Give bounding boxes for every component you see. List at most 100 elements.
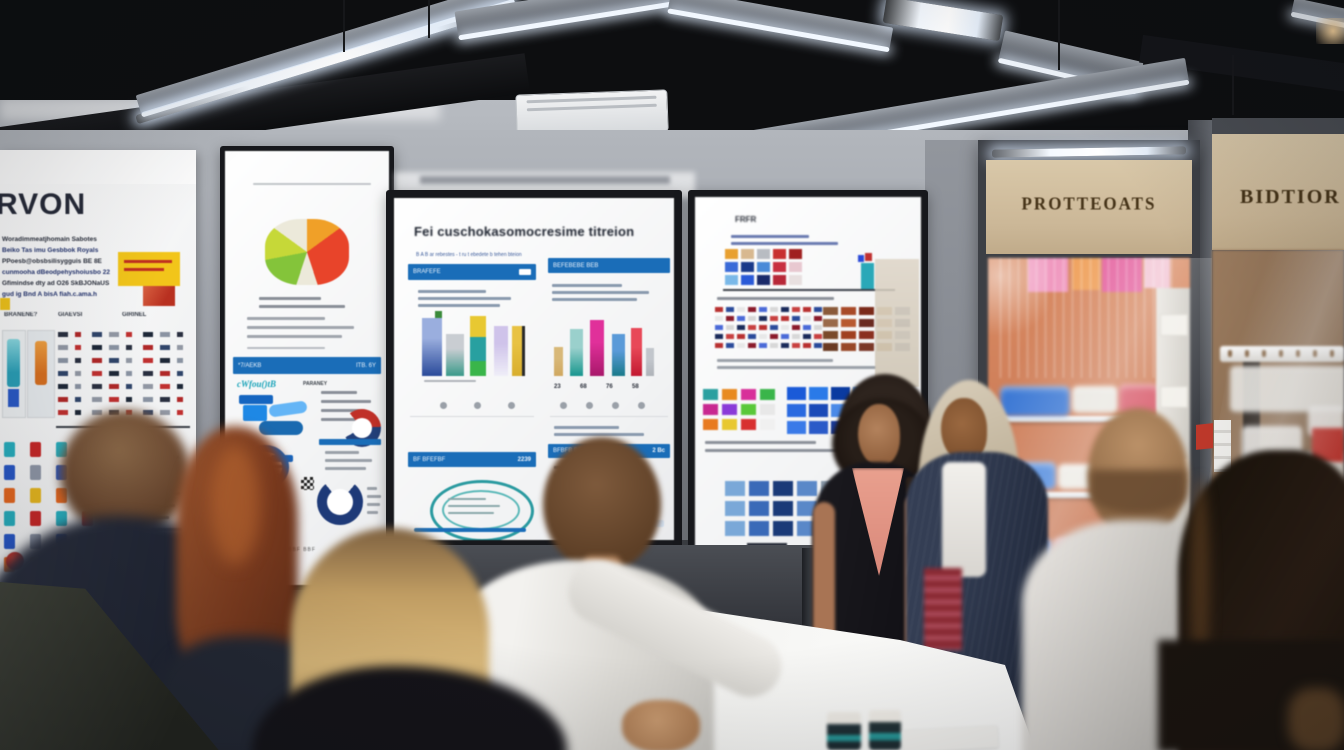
planogram-swatch	[781, 334, 789, 339]
planogram-swatch	[781, 307, 789, 312]
table-text	[132, 564, 166, 567]
table-cell-mark	[58, 384, 68, 389]
product-icon	[82, 488, 93, 503]
planogram-swatch	[759, 316, 767, 321]
side-box	[1160, 386, 1188, 408]
section-label: GIAEVSI	[58, 312, 83, 318]
shelf-product	[1119, 384, 1159, 414]
shelf-product	[1004, 539, 1052, 566]
carpet-swatch	[859, 319, 874, 327]
product-icon	[56, 534, 67, 549]
rail-hook	[1330, 350, 1334, 357]
product-icon	[56, 557, 67, 572]
planogram-swatch	[741, 262, 754, 272]
case-side-panel	[1156, 288, 1190, 688]
text-line	[259, 297, 322, 300]
blue-swatch	[787, 387, 806, 400]
planogram-swatch	[725, 249, 738, 259]
bar-value-label: 68	[580, 384, 587, 390]
blue-swatch	[821, 521, 841, 536]
planogram-swatch	[741, 275, 754, 285]
planogram-swatch	[726, 307, 734, 312]
table-cell-mark	[143, 332, 153, 337]
planogram-swatch	[715, 325, 723, 330]
planogram-swatch	[770, 343, 778, 348]
planogram-swatch	[814, 334, 822, 339]
product-icon	[4, 465, 15, 480]
table-cell-mark	[58, 397, 68, 402]
text-line	[424, 380, 476, 382]
planogram-swatch	[814, 316, 822, 321]
banner-right-label: ITB. 6Y	[355, 362, 376, 369]
table-cell-mark	[92, 384, 102, 389]
blue-swatch	[853, 421, 872, 434]
text-line	[418, 297, 512, 300]
light-box-r2	[882, 0, 1004, 42]
flag-red	[865, 253, 872, 261]
table-text	[132, 504, 175, 507]
product-icon	[4, 534, 15, 549]
planogram-swatch	[737, 343, 745, 348]
planogram-swatch	[770, 316, 778, 321]
blue-swatch	[725, 481, 745, 496]
teal-bottle	[7, 339, 20, 387]
text-line	[247, 335, 342, 338]
planogram-swatch	[715, 307, 723, 312]
table-cell-mark	[58, 332, 68, 337]
table-cell-mark	[109, 345, 119, 350]
bright-swatch	[741, 389, 756, 400]
product-icon	[56, 465, 67, 480]
table-text	[132, 492, 181, 495]
planogram-swatch	[770, 334, 778, 339]
retail-sign: PROTTEOATS	[986, 160, 1192, 254]
table-cell-mark	[109, 371, 119, 376]
hanger-rod-3	[1058, 0, 1060, 70]
warm-light-glow	[1316, 18, 1344, 44]
planogram-label: FRFR	[735, 215, 757, 224]
hanger-rod-4	[1232, 55, 1234, 115]
table-cell-mark	[177, 371, 183, 376]
table-cell-mark	[126, 410, 132, 415]
text-line	[448, 505, 500, 507]
planogram-swatch	[773, 249, 786, 259]
endcap-board	[1212, 250, 1344, 750]
text-line	[554, 474, 590, 477]
planogram-swatch	[725, 262, 738, 272]
display-led-strip	[991, 146, 1187, 158]
side-box	[1160, 602, 1188, 624]
side-box	[1160, 458, 1188, 480]
poster-paragraph-line: PPoesb@obsbsilisygguis BE 8E	[2, 258, 102, 265]
text-line	[717, 359, 833, 362]
product-icon	[56, 511, 67, 526]
shelf-product	[1072, 386, 1118, 413]
photo-thumb	[143, 286, 175, 306]
bottom-label-bar	[747, 543, 787, 547]
planogram-swatch	[726, 334, 734, 339]
text-line	[554, 426, 619, 429]
chart-bar-right	[631, 328, 642, 376]
blue-swatch	[725, 521, 745, 536]
lower-shelf	[1218, 550, 1344, 560]
table-cell-mark	[75, 358, 81, 363]
table-cell-mark	[92, 332, 102, 337]
product-icon	[56, 442, 67, 457]
planogram-swatch	[781, 343, 789, 348]
blue-swatch	[809, 421, 828, 434]
table-cell-mark	[126, 332, 132, 337]
rail-hook	[1228, 350, 1232, 357]
table-cell-mark	[160, 397, 170, 402]
side-box	[1160, 530, 1188, 552]
carpet-swatch	[895, 307, 910, 315]
blue-swatch	[869, 481, 889, 496]
carpet-swatch	[895, 343, 910, 351]
table-text	[132, 444, 166, 447]
product-icon	[4, 511, 15, 526]
planogram-swatch	[737, 325, 745, 330]
blue-swatch	[821, 501, 841, 516]
bright-swatch	[741, 419, 756, 430]
hanging-product	[1252, 526, 1322, 570]
product-icon	[56, 488, 67, 503]
text-line	[325, 459, 372, 462]
bright-swatch	[722, 419, 737, 430]
teal-script-note: cWfou()tB	[237, 379, 276, 389]
